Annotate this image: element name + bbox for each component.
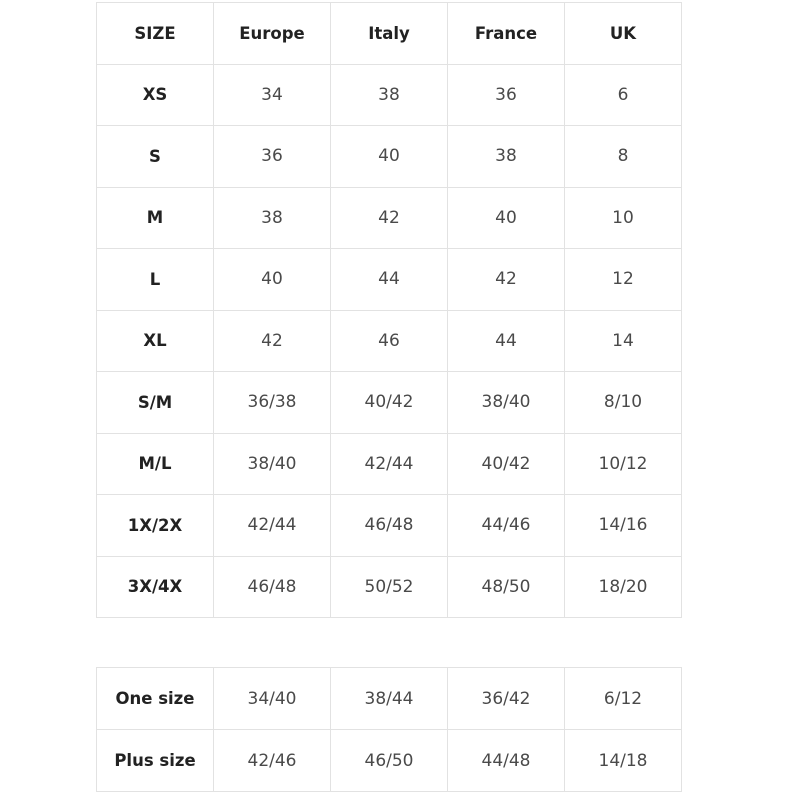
size-value-cell: 48/50 — [447, 555, 565, 618]
size-label-cell: One size — [96, 667, 214, 730]
size-value-cell: 36 — [213, 125, 331, 188]
size-value-cell: 46/48 — [330, 494, 448, 557]
size-value-cell: 38/40 — [447, 371, 565, 434]
size-value-cell: 42/46 — [213, 729, 331, 792]
size-value-cell: 42/44 — [213, 494, 331, 557]
size-value-cell: 38 — [447, 125, 565, 188]
size-value-cell: 40 — [447, 186, 565, 249]
table-row: One size 34/40 38/44 36/42 6/12 — [96, 667, 682, 730]
table-row: 3X/4X 46/48 50/52 48/50 18/20 — [96, 555, 682, 618]
size-label-cell: Plus size — [96, 729, 214, 792]
column-header: UK — [564, 2, 682, 65]
table-row: M/L 38/40 42/44 40/42 10/12 — [96, 432, 682, 495]
size-label-cell: XS — [96, 63, 214, 126]
table-row: S/M 36/38 40/42 38/40 8/10 — [96, 371, 682, 434]
size-label-cell: 3X/4X — [96, 555, 214, 618]
table-row: Plus size 42/46 46/50 44/48 14/18 — [96, 729, 682, 792]
size-value-cell: 44/48 — [447, 729, 565, 792]
size-value-cell: 46/50 — [330, 729, 448, 792]
size-value-cell: 44 — [330, 248, 448, 311]
size-value-cell: 46 — [330, 309, 448, 372]
table-row: L 40 44 42 12 — [96, 248, 682, 311]
size-value-cell: 8/10 — [564, 371, 682, 434]
size-value-cell: 40/42 — [447, 432, 565, 495]
column-header: France — [447, 2, 565, 65]
column-header: Europe — [213, 2, 331, 65]
size-value-cell: 42/44 — [330, 432, 448, 495]
size-value-cell: 6/12 — [564, 667, 682, 730]
size-value-cell: 40 — [330, 125, 448, 188]
size-value-cell: 14 — [564, 309, 682, 372]
size-chart-table: SIZE Europe Italy France UK XS 34 38 36 6 S 36 40 38 8… — [96, 2, 682, 618]
size-value-cell: 40/42 — [330, 371, 448, 434]
table-row: XL 42 46 44 14 — [96, 309, 682, 372]
size-value-cell: 38 — [213, 186, 331, 249]
size-value-cell: 10/12 — [564, 432, 682, 495]
table-row: 1X/2X 42/44 46/48 44/46 14/16 — [96, 494, 682, 557]
column-header: SIZE — [96, 2, 214, 65]
size-label-cell: M — [96, 186, 214, 249]
column-header: Italy — [330, 2, 448, 65]
size-value-cell: 10 — [564, 186, 682, 249]
size-value-cell: 42 — [330, 186, 448, 249]
size-label-cell: 1X/2X — [96, 494, 214, 557]
special-sizes-table: One size 34/40 38/44 36/42 6/12 Plus size 42/4… — [96, 667, 682, 792]
size-value-cell: 34 — [213, 63, 331, 126]
size-value-cell: 6 — [564, 63, 682, 126]
size-label-cell: S — [96, 125, 214, 188]
size-label-cell: XL — [96, 309, 214, 372]
size-value-cell: 42 — [447, 248, 565, 311]
size-label-cell: M/L — [96, 432, 214, 495]
size-value-cell: 14/18 — [564, 729, 682, 792]
size-value-cell: 36 — [447, 63, 565, 126]
size-label-cell: S/M — [96, 371, 214, 434]
size-value-cell: 40 — [213, 248, 331, 311]
size-value-cell: 18/20 — [564, 555, 682, 618]
size-value-cell: 36/38 — [213, 371, 331, 434]
table-row: M 38 42 40 10 — [96, 186, 682, 249]
table-row: S 36 40 38 8 — [96, 125, 682, 188]
size-value-cell: 34/40 — [213, 667, 331, 730]
size-value-cell: 12 — [564, 248, 682, 311]
size-value-cell: 38 — [330, 63, 448, 126]
size-value-cell: 44 — [447, 309, 565, 372]
table-row: XS 34 38 36 6 — [96, 63, 682, 126]
size-value-cell: 46/48 — [213, 555, 331, 618]
size-value-cell: 38/44 — [330, 667, 448, 730]
size-value-cell: 38/40 — [213, 432, 331, 495]
header-row: SIZE Europe Italy France UK — [96, 2, 682, 65]
size-value-cell: 42 — [213, 309, 331, 372]
size-value-cell: 36/42 — [447, 667, 565, 730]
size-value-cell: 8 — [564, 125, 682, 188]
size-value-cell: 14/16 — [564, 494, 682, 557]
size-label-cell: L — [96, 248, 214, 311]
size-value-cell: 44/46 — [447, 494, 565, 557]
size-value-cell: 50/52 — [330, 555, 448, 618]
